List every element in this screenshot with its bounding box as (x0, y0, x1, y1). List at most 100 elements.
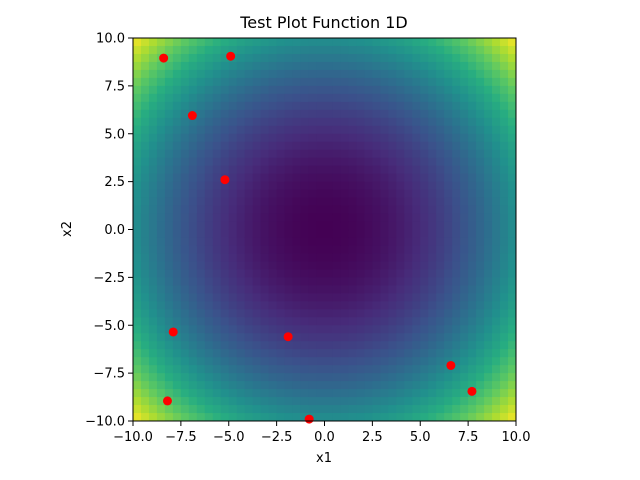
heatmap-cell (348, 365, 358, 374)
heatmap-cell (204, 61, 214, 71)
x-axis-ticks: −10.0 −7.5 −5.0 −2.5 0.0 2.5 5.0 7.5 10.0 (113, 421, 530, 445)
heatmap-cell (324, 397, 334, 406)
heatmap-cell (236, 333, 246, 342)
heatmap-cell (284, 405, 294, 414)
heatmap-cell (244, 269, 254, 278)
heatmap-cell (372, 285, 381, 294)
heatmap-cell (444, 389, 453, 398)
heatmap-cell (444, 93, 453, 103)
heatmap-cell (228, 333, 238, 342)
heatmap-cell (404, 365, 413, 374)
heatmap-cell (260, 109, 270, 119)
heatmap-cell (500, 93, 509, 103)
heatmap-cell (172, 173, 182, 183)
heatmap-cell (356, 373, 365, 382)
heatmap-cell (380, 341, 389, 350)
heatmap-cell (340, 405, 350, 414)
heatmap-cell (284, 285, 294, 294)
heatmap-cell (324, 93, 334, 103)
heatmap-cell (316, 181, 326, 191)
heatmap-cell (228, 141, 238, 151)
heatmap-cell (468, 85, 477, 95)
heatmap-cell (140, 133, 150, 143)
heatmap-cell (308, 261, 318, 270)
heatmap-cell (244, 221, 254, 231)
heatmap-cell (156, 77, 166, 87)
heatmap-cell (316, 277, 326, 286)
heatmap-cell (156, 117, 166, 127)
heatmap-cell (212, 173, 222, 183)
heatmap-cell (348, 38, 358, 47)
heatmap-cell (204, 53, 214, 63)
heatmap-cell (140, 357, 150, 366)
heatmap-cell (292, 397, 302, 406)
heatmap-cell (148, 413, 158, 421)
heatmap-cell (196, 221, 206, 231)
heatmap-cell (484, 261, 493, 270)
heatmap-cell (180, 189, 190, 199)
heatmap-cell (508, 125, 516, 135)
heatmap-cell (444, 109, 453, 119)
heatmap-cell (228, 229, 238, 239)
heatmap-cell (452, 157, 461, 167)
heatmap-cell (492, 269, 501, 278)
heatmap-cell (508, 77, 516, 87)
heatmap-cell (356, 277, 365, 286)
heatmap-cell (260, 349, 270, 358)
heatmap-cell (452, 221, 461, 231)
heatmap-cell (244, 85, 254, 95)
y-axis-label: x2 (60, 221, 75, 237)
heatmap-cell (164, 317, 174, 326)
heatmap-cell (236, 413, 246, 421)
heatmap-cell (164, 141, 174, 151)
heatmap-cell (244, 245, 254, 255)
heatmap-cell (372, 189, 381, 199)
heatmap-cell (372, 101, 381, 111)
heatmap-cell (292, 341, 302, 350)
heatmap-cell (228, 109, 238, 119)
heatmap-cell (140, 349, 150, 358)
heatmap-cell (436, 301, 445, 310)
heatmap-cell (332, 213, 342, 223)
heatmap-cell (428, 189, 437, 199)
heatmap-cell (452, 269, 461, 278)
heatmap-cell (133, 221, 142, 231)
heatmap-cell (164, 253, 174, 263)
heatmap-cell (212, 61, 222, 71)
heatmap-cell (372, 61, 381, 71)
heatmap-cell (404, 301, 413, 310)
heatmap-cell (428, 109, 437, 119)
heatmap-cell (260, 93, 270, 103)
heatmap-cell (460, 381, 469, 390)
heatmap-cell (236, 325, 246, 334)
heatmap-cell (396, 365, 405, 374)
heatmap-cell (436, 205, 445, 215)
heatmap-cell (380, 38, 389, 47)
heatmap-cell (284, 149, 294, 159)
heatmap-cell (220, 101, 230, 111)
heatmap-cell (436, 373, 445, 382)
heatmap-cell (140, 69, 150, 79)
heatmap-cell (340, 357, 350, 366)
heatmap-cell (484, 245, 493, 255)
heatmap-cell (348, 133, 358, 143)
heatmap-cell (133, 301, 142, 310)
heatmap-cell (228, 117, 238, 127)
heatmap-cell (388, 317, 397, 326)
heatmap-cell (348, 149, 358, 159)
heatmap-cell (164, 61, 174, 71)
heatmap-cell (508, 261, 516, 270)
heatmap-cell (228, 325, 238, 334)
heatmap-cell (412, 53, 421, 63)
heatmap-cell (420, 285, 429, 294)
heatmap-cell (428, 45, 437, 55)
heatmap-cell (436, 101, 445, 111)
heatmap-cell (300, 317, 310, 326)
heatmap-cell (444, 197, 453, 207)
heatmap-cell (244, 133, 254, 143)
heatmap-cell (180, 293, 190, 302)
heatmap-cell (372, 93, 381, 103)
heatmap-cell (396, 349, 405, 358)
heatmap-cell (412, 269, 421, 278)
heatmap-cell (340, 413, 350, 421)
